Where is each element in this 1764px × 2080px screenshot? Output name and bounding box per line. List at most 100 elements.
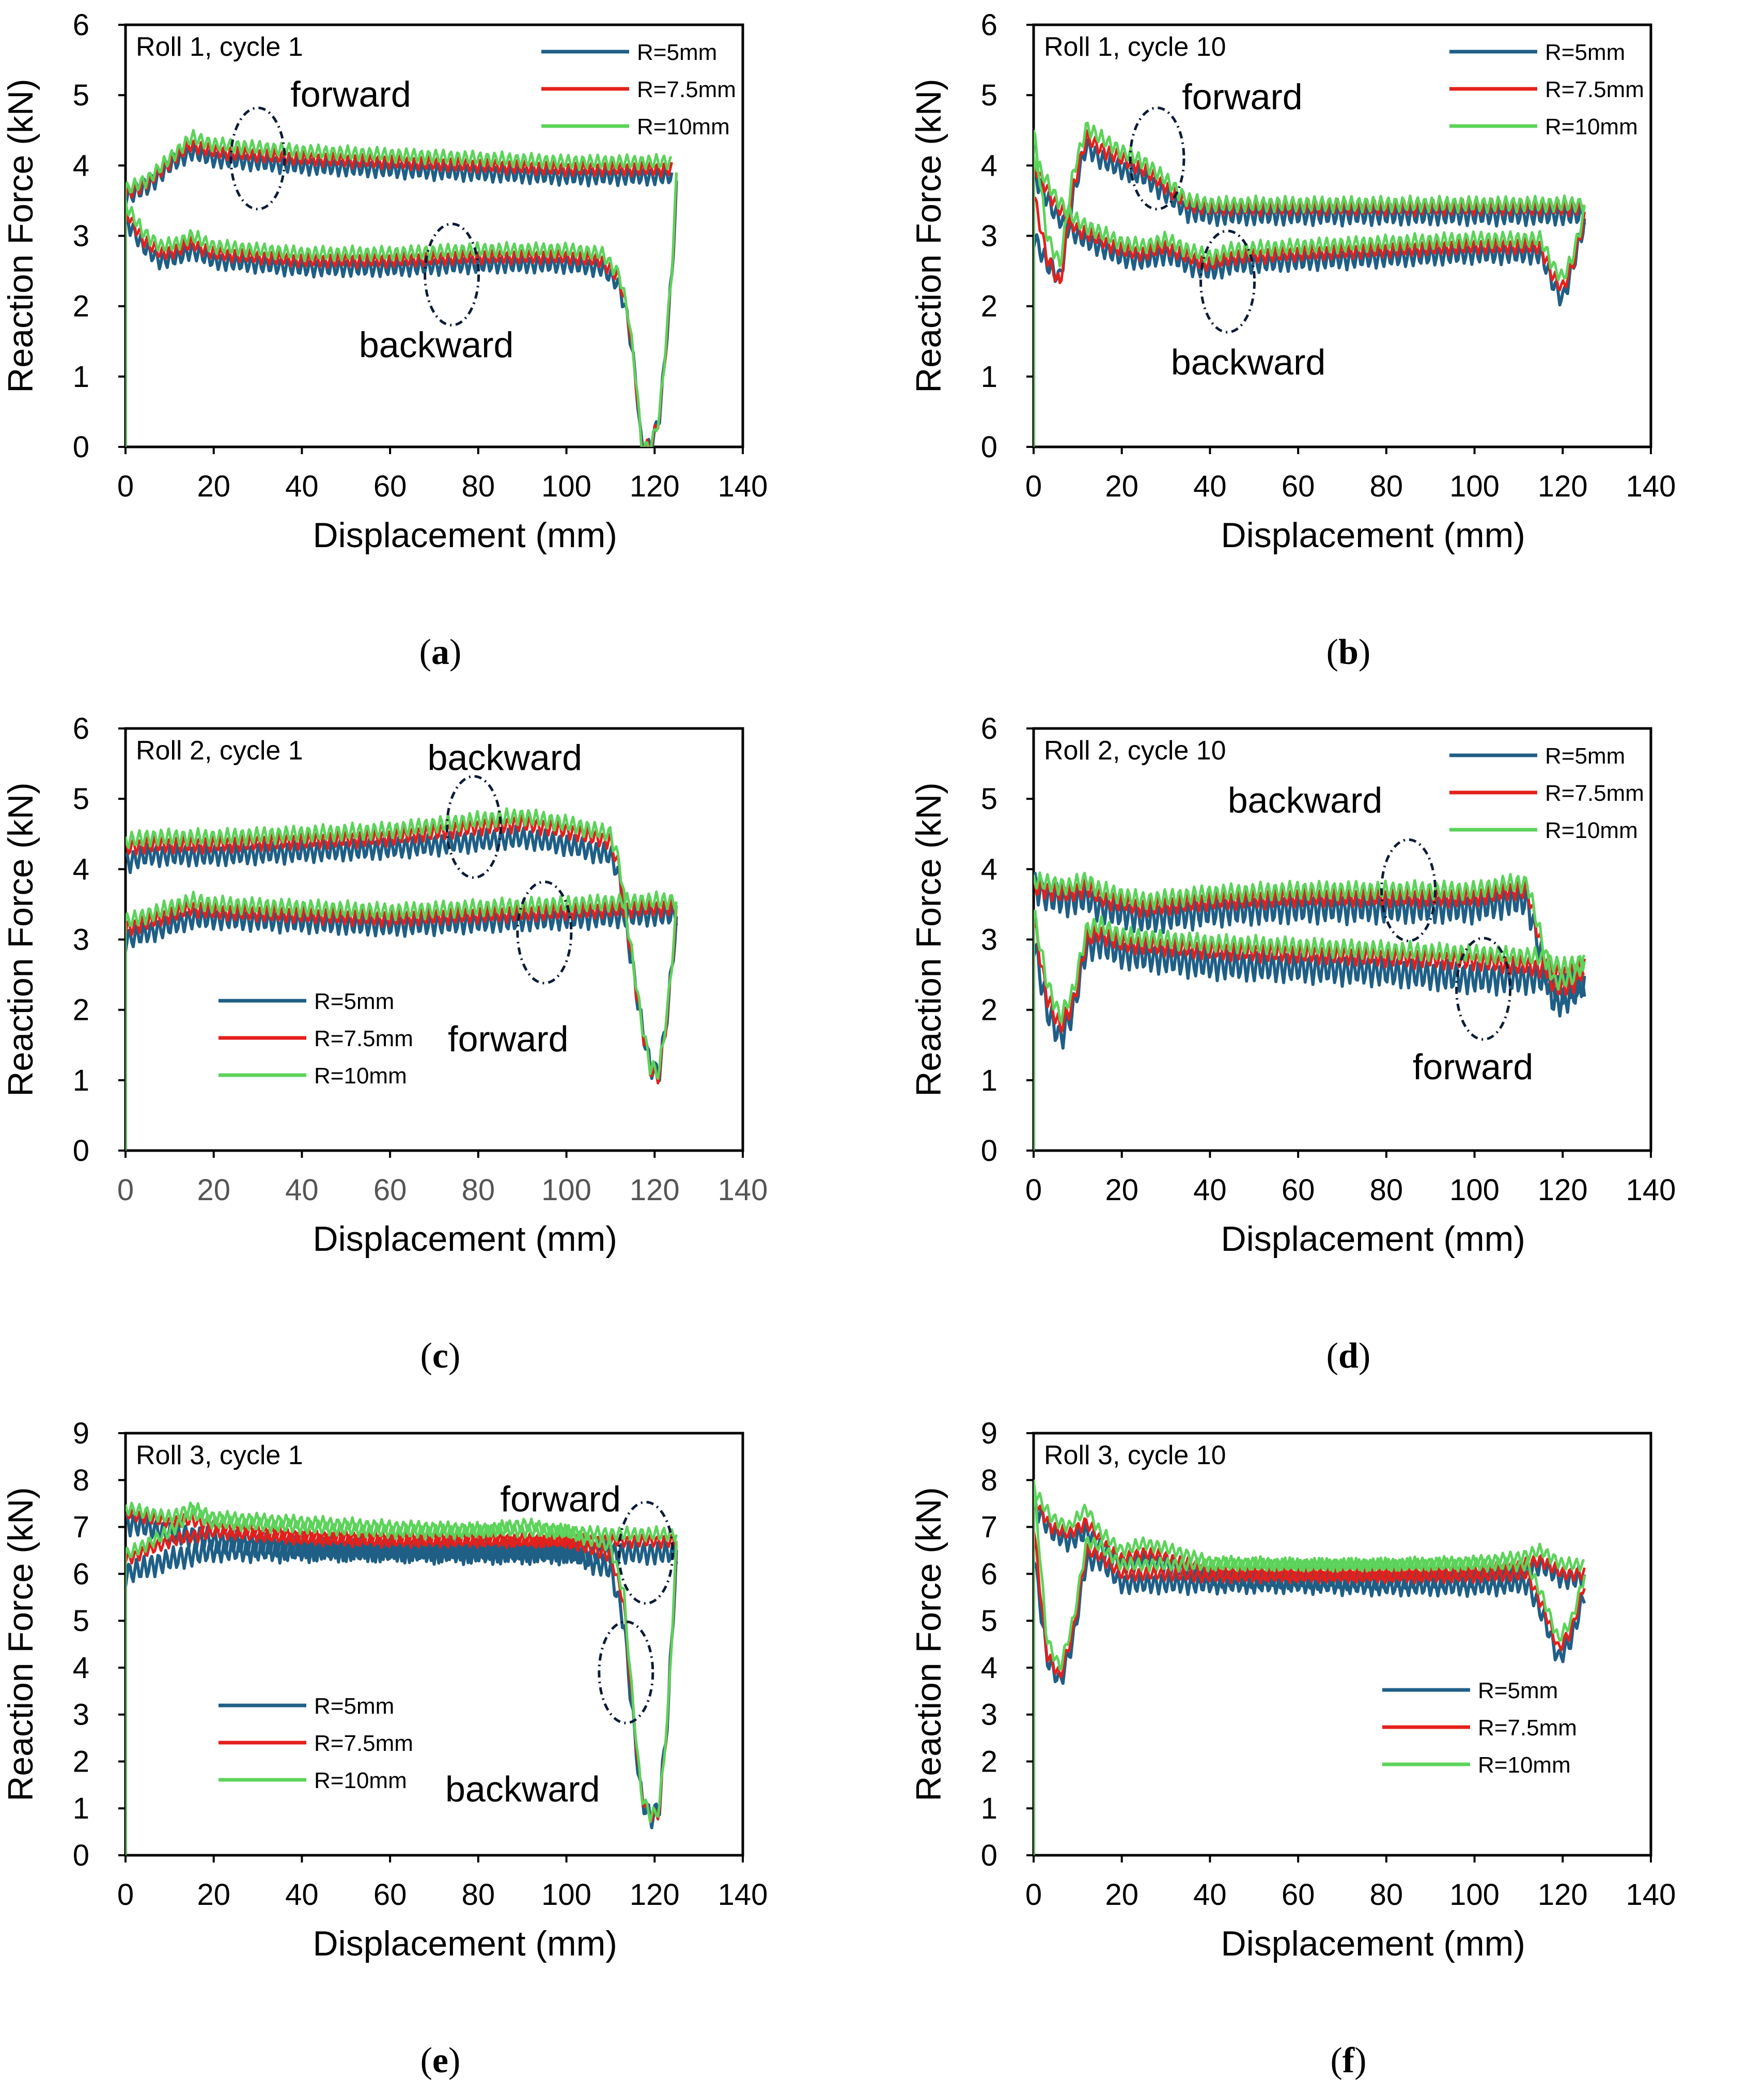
legend-label-r10: R=10mm	[314, 1768, 407, 1793]
x-tick-label: 120	[1538, 1878, 1588, 1912]
x-axis-label: Displacement (mm)	[313, 1924, 617, 1963]
y-tick-label: 2	[981, 1745, 997, 1778]
plot-frame	[124, 1432, 744, 1857]
annotation-ellipse	[1199, 229, 1256, 334]
x-tick-label: 100	[541, 1878, 591, 1912]
x-tick-label: 20	[197, 1173, 230, 1207]
series-line-r10-backward	[126, 807, 678, 1080]
y-axis-label: Reaction Force (kN)	[909, 1487, 948, 1801]
y-tick-label: 6	[981, 8, 997, 42]
y-tick-label: 4	[73, 149, 89, 182]
legend: R=5mm R=7.5mm R=10mm	[1449, 40, 1644, 139]
annotation-label-backward: backward	[1228, 780, 1383, 820]
y-tick-label: 1	[981, 360, 997, 394]
legend-label-r75: R=7.5mm	[314, 1026, 413, 1051]
x-tick-label: 20	[197, 470, 230, 503]
series-line-r10-forward	[1034, 909, 1586, 1024]
annotation-label-backward: backward	[428, 738, 583, 778]
legend-label-r10: R=10mm	[1545, 114, 1638, 139]
panel-caption: (b)	[1326, 632, 1371, 672]
y-tick-label: 9	[73, 1417, 89, 1450]
y-tick-label: 8	[981, 1464, 997, 1497]
series-line-r10-backward	[1034, 154, 1586, 282]
legend: R=5mm R=7.5mm R=10mm	[1449, 743, 1644, 843]
x-tick-label: 0	[1025, 1878, 1042, 1912]
y-tick-label: 3	[73, 923, 89, 957]
x-tick-label: 20	[1105, 1878, 1138, 1912]
x-tick-label: 100	[1449, 1173, 1500, 1207]
x-axis-label: Displacement (mm)	[313, 1219, 617, 1259]
y-tick-label: 6	[73, 1557, 89, 1591]
legend-label-r75: R=7.5mm	[314, 1731, 413, 1756]
series-line-r75-backward	[126, 1505, 678, 1823]
y-tick-label: 0	[73, 1134, 89, 1168]
y-tick-label: 5	[73, 782, 89, 816]
x-tick-label: 80	[462, 1878, 495, 1912]
x-axis-label: Displacement (mm)	[313, 516, 617, 555]
panel-caption: (c)	[420, 1336, 461, 1376]
y-tick-label: 3	[981, 1698, 997, 1732]
y-tick-label: 5	[981, 782, 997, 816]
x-tick-label: 140	[1626, 470, 1676, 503]
panel-e: 0 1 2 3 4 5 6 7 8 9 0 20 40 60 80 100 120 140 Displacement…	[1, 1417, 768, 2080]
y-tick-label: 1	[981, 1064, 997, 1097]
series-line-r10-backward	[126, 172, 678, 447]
y-tick-label: 0	[73, 430, 89, 464]
x-axis-label: Displacement (mm)	[1221, 516, 1525, 555]
series-group	[1034, 871, 1586, 1151]
legend-label-r10: R=10mm	[1545, 818, 1638, 843]
x-tick-label: 0	[1025, 1173, 1042, 1207]
legend-label-r75: R=7.5mm	[1545, 77, 1644, 102]
panel-f: 0 1 2 3 4 5 6 7 8 9 0 20 40 60 80 100 120 140 Displacement…	[909, 1417, 1676, 2080]
y-tick-label: 6	[981, 712, 997, 746]
y-tick-label: 1	[73, 360, 89, 394]
x-tick-label: 80	[1370, 470, 1403, 503]
x-tick-label: 120	[630, 470, 680, 503]
series-line-r5-backward	[126, 824, 678, 1082]
legend: R=5mm R=7.5mm R=10mm	[218, 1694, 413, 1793]
legend-label-r5: R=5mm	[314, 989, 394, 1014]
x-tick-label: 80	[462, 470, 495, 503]
annotation-ellipse	[617, 1500, 674, 1605]
x-tick-label: 80	[1370, 1173, 1403, 1207]
panel-title: Roll 1, cycle 1	[136, 32, 303, 62]
x-tick-label: 100	[541, 1173, 591, 1207]
series-line-r10-forward	[1034, 121, 1586, 268]
legend-label-r75: R=7.5mm	[1545, 781, 1644, 806]
x-tick-label: 140	[718, 1173, 768, 1207]
y-tick-label: 4	[73, 1651, 89, 1685]
y-tick-label: 3	[73, 1698, 89, 1732]
y-tick-label: 0	[981, 1134, 997, 1168]
x-tick-label: 80	[462, 1173, 495, 1207]
y-tick-label: 1	[981, 1792, 997, 1825]
x-tick-label: 120	[630, 1173, 680, 1207]
annotation-label-backward: backward	[445, 1769, 600, 1809]
legend: R=5mm R=7.5mm R=10mm	[218, 989, 413, 1089]
legend: R=5mm R=7.5mm R=10mm	[541, 40, 736, 139]
y-tick-label: 0	[981, 1839, 997, 1872]
series-group	[1034, 1479, 1586, 1855]
x-tick-label: 80	[1370, 1878, 1403, 1912]
y-axis-label: Reaction Force (kN)	[909, 79, 948, 393]
panel-caption: (e)	[420, 2041, 461, 2080]
y-tick-label: 1	[73, 1792, 89, 1825]
x-tick-label: 40	[285, 1173, 319, 1207]
panel-caption: (d)	[1326, 1336, 1371, 1376]
x-axis-label: Displacement (mm)	[1221, 1219, 1525, 1259]
x-tick-label: 60	[373, 1878, 407, 1912]
y-tick-label: 0	[981, 430, 997, 464]
y-tick-label: 5	[981, 1604, 997, 1638]
y-tick-label: 6	[73, 712, 89, 746]
x-tick-label: 100	[1449, 1878, 1500, 1912]
annotation-label-forward: forward	[1413, 1047, 1533, 1087]
x-tick-label: 20	[1105, 1173, 1138, 1207]
annotation-ellipse	[598, 1620, 654, 1725]
legend-label-r10: R=10mm	[314, 1063, 407, 1089]
annotation-label-forward: forward	[1182, 77, 1302, 117]
series-line-r75-backward	[126, 814, 678, 1084]
x-tick-label: 20	[1105, 470, 1138, 503]
